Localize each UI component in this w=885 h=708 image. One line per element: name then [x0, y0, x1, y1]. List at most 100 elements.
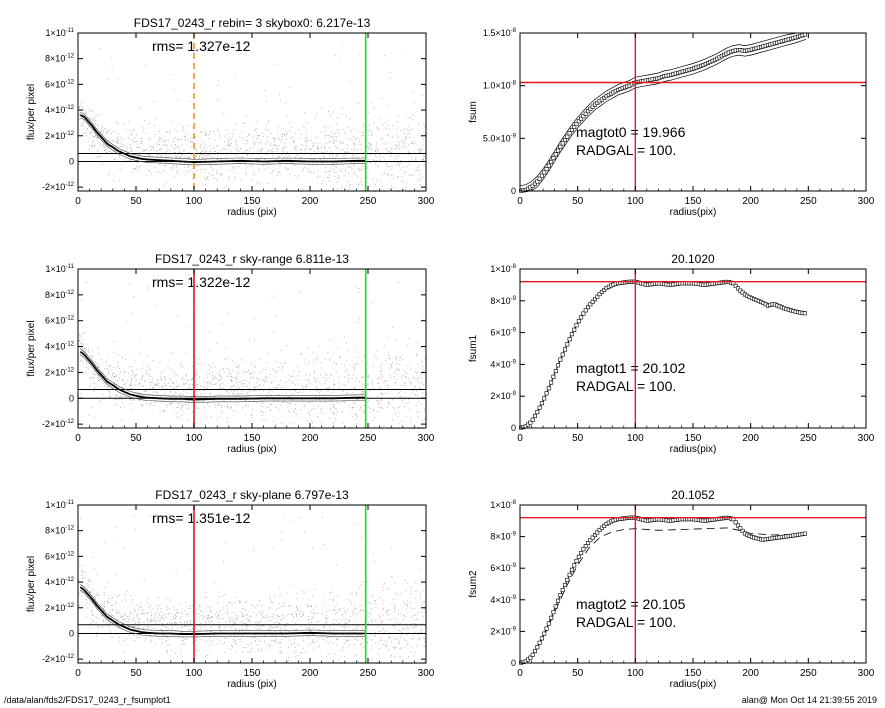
data-point — [556, 148, 561, 153]
x-tick-label: 300 — [858, 196, 875, 207]
data-point — [738, 526, 743, 531]
x-tick-label: 150 — [685, 668, 702, 679]
x-tick-label: 0 — [517, 433, 523, 444]
data-point — [572, 327, 577, 332]
x-tick-label: 300 — [418, 196, 435, 207]
data-point — [583, 111, 588, 116]
x-axis-label: radius(pix) — [670, 207, 717, 218]
data-point — [549, 615, 554, 620]
data-point — [590, 299, 595, 304]
mean-profile-line — [79, 350, 366, 401]
data-point — [569, 332, 574, 337]
y-tick-label: 2×10-12 — [45, 367, 75, 377]
y-tick-label: 4×10-9 — [490, 595, 516, 605]
profile-upper-bound — [80, 348, 366, 398]
y-tick-label: 4×10-12 — [45, 577, 75, 587]
data-point — [542, 631, 547, 636]
x-tick-label: 50 — [572, 433, 584, 444]
y-tick-label: 6×10-9 — [490, 563, 516, 573]
data-point — [565, 342, 570, 347]
y-tick-label: 2×10-12 — [45, 131, 75, 141]
data-point — [560, 352, 565, 357]
data-point — [579, 315, 584, 320]
profile-lower-bound — [80, 354, 366, 403]
growth-curve-markers — [519, 32, 807, 193]
y-tick-label: 1.0×10-8 — [483, 81, 517, 91]
x-tick-label: 250 — [360, 196, 377, 207]
mean-profile-line — [79, 114, 366, 164]
data-point — [590, 104, 595, 109]
y-tick-label: 2×10-12 — [45, 603, 75, 613]
x-tick-label: 100 — [186, 196, 203, 207]
data-point — [586, 305, 591, 310]
data-point — [590, 535, 595, 540]
data-point — [581, 311, 586, 316]
x-tick-label: 200 — [742, 668, 759, 679]
y-tick-label: 8×10-9 — [490, 532, 516, 542]
chart-title: 20.1020 — [671, 252, 715, 266]
data-point — [549, 380, 554, 385]
x-tick-label: 50 — [572, 196, 584, 207]
chart-title: 20.1052 — [671, 488, 715, 502]
data-point — [569, 127, 574, 132]
file-path-label: /data/alan/fds2/FDS17_0243_r_fsumplot1 — [4, 695, 171, 705]
x-tick-label: 300 — [858, 433, 875, 444]
x-tick-label: 250 — [360, 433, 377, 444]
data-point — [735, 523, 740, 528]
data-point — [583, 308, 588, 313]
data-point — [528, 420, 533, 425]
chart-title: FDS17_0243_r sky-plane 6.797e-13 — [155, 488, 349, 502]
data-point — [574, 558, 579, 563]
data-point — [567, 572, 572, 577]
y-axis-label: fsum2 — [468, 570, 479, 598]
data-point — [532, 413, 537, 418]
x-tick-label: 250 — [800, 433, 817, 444]
data-point — [537, 640, 542, 645]
data-point — [576, 319, 581, 324]
data-point — [530, 417, 535, 422]
x-tick-label: 150 — [244, 433, 261, 444]
scatter-cloud — [78, 511, 427, 664]
y-tick-label: 4×10-12 — [45, 342, 75, 352]
x-tick-label: 50 — [130, 196, 142, 207]
x-tick-label: 300 — [418, 668, 435, 679]
y-axis-label: flux/per pixel — [26, 320, 37, 376]
scatter-cloud — [78, 278, 427, 429]
data-point — [733, 520, 738, 525]
data-point — [567, 337, 572, 342]
data-point — [565, 577, 570, 582]
data-point — [539, 173, 544, 178]
data-point — [586, 540, 591, 545]
data-point — [579, 116, 584, 121]
x-axis-label: radius (pix) — [227, 207, 276, 218]
data-point — [574, 323, 579, 328]
data-point — [802, 311, 807, 316]
y-tick-label: -2×10-12 — [42, 182, 75, 192]
radgal-annotation: RADGAL = 100. — [576, 614, 676, 630]
x-tick-label: 0 — [517, 196, 523, 207]
plot-frame — [519, 32, 867, 192]
data-point — [549, 159, 554, 164]
chart-title: FDS17_0243_r rebin= 3 skybox0: 6.217e-13 — [134, 16, 371, 30]
y-tick-label: 0 — [69, 628, 74, 638]
x-tick-label: 100 — [627, 668, 644, 679]
y-tick-label: 6×10-12 — [45, 551, 75, 561]
data-point — [558, 144, 563, 149]
profile-lower-bound — [80, 117, 366, 166]
data-point — [588, 106, 593, 111]
data-point — [567, 131, 572, 136]
y-tick-label: 1×10-11 — [45, 28, 74, 38]
data-point — [560, 141, 565, 146]
data-point — [542, 170, 547, 175]
plot-frame — [77, 268, 427, 429]
data-point — [574, 122, 579, 127]
data-point — [530, 183, 535, 188]
data-point — [553, 604, 558, 609]
data-point — [586, 109, 591, 114]
y-tick-label: 6×10-12 — [45, 79, 75, 89]
magtot-annotation: magtot0 = 19.966 — [576, 124, 686, 140]
x-tick-label: 100 — [186, 433, 203, 444]
y-tick-label: 0 — [69, 156, 74, 166]
data-point — [556, 363, 561, 368]
x-tick-label: 50 — [130, 433, 142, 444]
